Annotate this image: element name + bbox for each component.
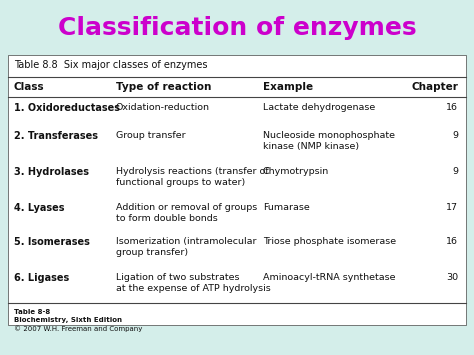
- Text: Aminoacyl-tRNA synthetase: Aminoacyl-tRNA synthetase: [263, 273, 395, 282]
- Text: Triose phosphate isomerase: Triose phosphate isomerase: [263, 237, 396, 246]
- Text: Addition or removal of groups
to form double bonds: Addition or removal of groups to form do…: [116, 203, 257, 223]
- Text: Chymotrypsin: Chymotrypsin: [263, 167, 329, 176]
- Text: Group transfer: Group transfer: [116, 131, 186, 140]
- Text: Chapter: Chapter: [411, 82, 458, 92]
- Text: © 2007 W.H. Freeman and Company: © 2007 W.H. Freeman and Company: [14, 325, 142, 332]
- Text: Table 8-8: Table 8-8: [14, 309, 50, 315]
- Text: Table 8.8  Six major classes of enzymes: Table 8.8 Six major classes of enzymes: [14, 60, 208, 70]
- Text: Isomerization (intramolecular
group transfer): Isomerization (intramolecular group tran…: [116, 237, 256, 257]
- Text: 9: 9: [452, 167, 458, 176]
- Text: Classification of enzymes: Classification of enzymes: [58, 16, 416, 40]
- Text: Type of reaction: Type of reaction: [116, 82, 211, 92]
- Text: 16: 16: [446, 103, 458, 112]
- Text: Hydrolysis reactions (transfer of
functional groups to water): Hydrolysis reactions (transfer of functi…: [116, 167, 269, 187]
- Text: 4. Lyases: 4. Lyases: [14, 203, 64, 213]
- Text: 16: 16: [446, 237, 458, 246]
- Text: Oxidation-reduction: Oxidation-reduction: [116, 103, 210, 112]
- Text: 5. Isomerases: 5. Isomerases: [14, 237, 90, 247]
- Text: Class: Class: [14, 82, 45, 92]
- Text: 17: 17: [446, 203, 458, 212]
- Text: 2. Transferases: 2. Transferases: [14, 131, 98, 141]
- Text: Nucleoside monophosphate
kinase (NMP kinase): Nucleoside monophosphate kinase (NMP kin…: [263, 131, 395, 152]
- Text: 30: 30: [446, 273, 458, 282]
- Text: Fumarase: Fumarase: [263, 203, 310, 212]
- Text: Lactate dehydrogenase: Lactate dehydrogenase: [263, 103, 375, 112]
- Text: 6. Ligases: 6. Ligases: [14, 273, 69, 283]
- Text: 1. Oxidoreductases: 1. Oxidoreductases: [14, 103, 120, 113]
- Text: 3. Hydrolases: 3. Hydrolases: [14, 167, 89, 177]
- Text: 9: 9: [452, 131, 458, 140]
- Text: Example: Example: [263, 82, 313, 92]
- Text: Biochemistry, Sixth Edition: Biochemistry, Sixth Edition: [14, 317, 122, 323]
- FancyBboxPatch shape: [8, 55, 466, 325]
- Text: Ligation of two substrates
at the expense of ATP hydrolysis: Ligation of two substrates at the expens…: [116, 273, 271, 294]
